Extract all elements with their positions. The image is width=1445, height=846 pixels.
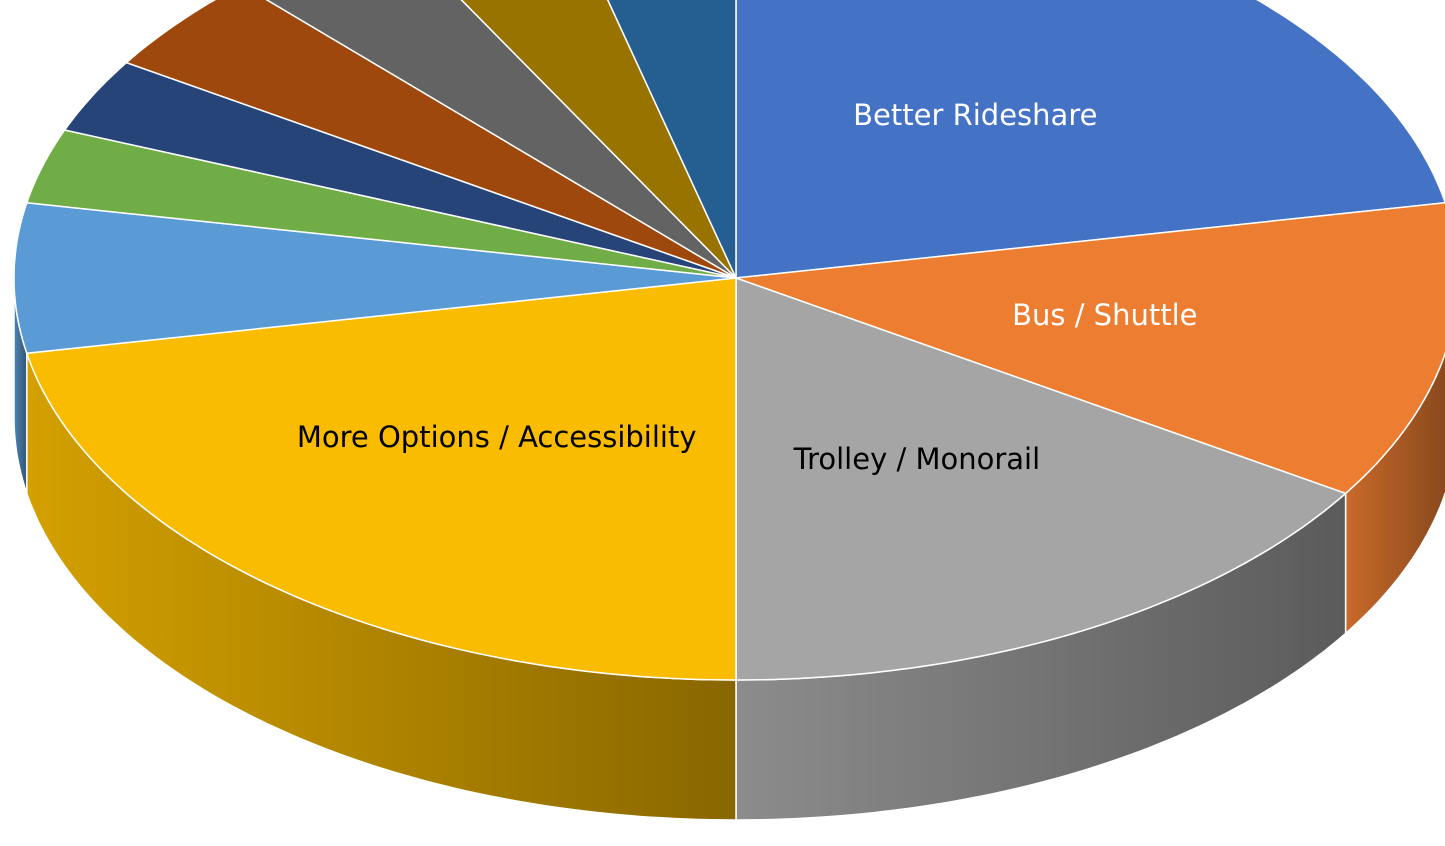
slice <box>25 277 737 681</box>
slice-label: Better Rideshare <box>853 98 1097 132</box>
slice <box>265 0 737 279</box>
slice <box>735 276 1348 681</box>
slice-label: More Options / Accessibility <box>297 420 697 454</box>
slice-label: Bus / Shuttle <box>1012 298 1197 332</box>
slice <box>735 0 1445 279</box>
slice <box>460 0 737 279</box>
slice-label: Trolley / Monorail <box>793 442 1041 476</box>
slice <box>606 0 737 279</box>
slice <box>735 201 1445 495</box>
slice <box>124 0 737 279</box>
slice <box>63 61 737 279</box>
slice <box>13 201 737 355</box>
slice <box>25 129 737 279</box>
